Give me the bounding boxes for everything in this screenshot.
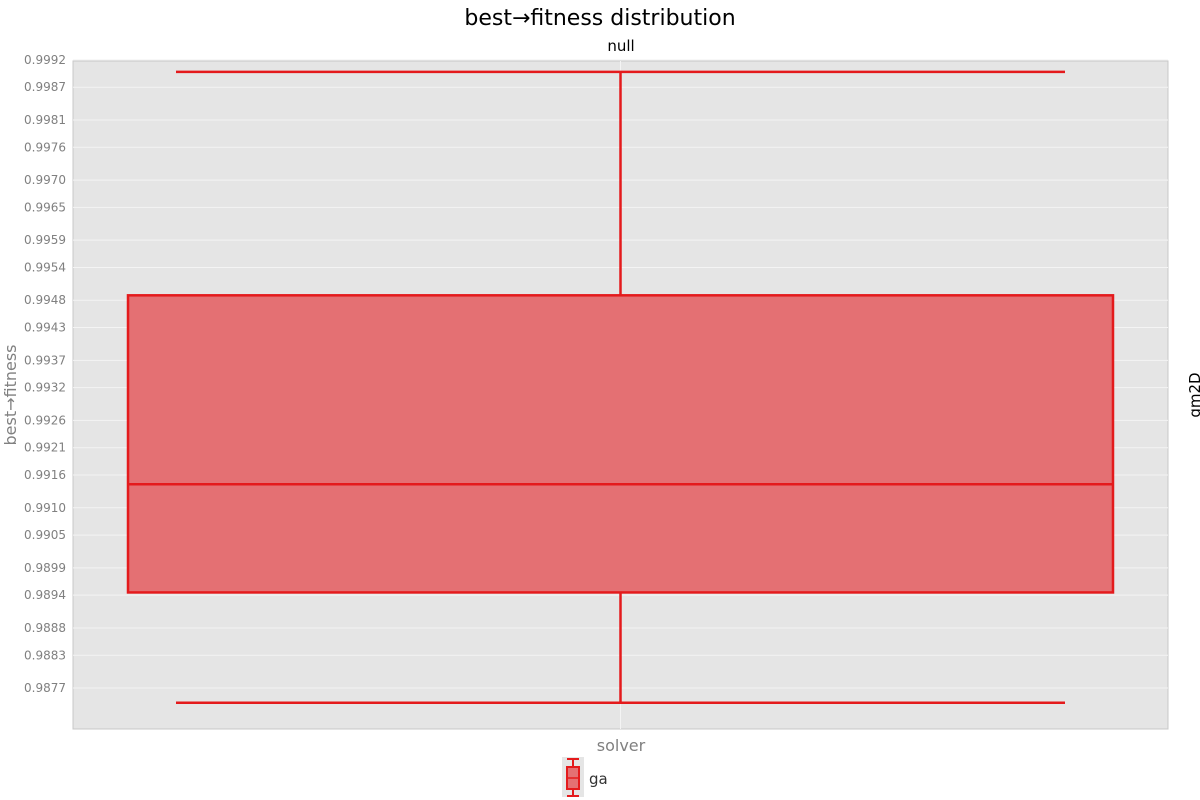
y-tick-label: 0.9888 bbox=[24, 621, 66, 635]
chart-title: best→fitness distribution bbox=[464, 6, 735, 31]
y-tick-label: 0.9937 bbox=[24, 353, 66, 367]
facet-top-label: null bbox=[607, 37, 634, 55]
y-tick-label: 0.9899 bbox=[24, 561, 66, 575]
box-plot bbox=[126, 70, 1115, 705]
y-tick-label: 0.9965 bbox=[24, 200, 66, 214]
y-tick-label: 0.9943 bbox=[24, 321, 66, 335]
y-tick-label: 0.9976 bbox=[24, 140, 66, 154]
y-tick-label: 0.9954 bbox=[24, 260, 66, 274]
y-tick-label: 0.9916 bbox=[24, 468, 66, 482]
box-iqr bbox=[126, 294, 1115, 594]
y-tick-label: 0.9921 bbox=[24, 441, 66, 455]
y-tick-label: 0.9992 bbox=[24, 53, 66, 67]
x-axis-label: solver bbox=[597, 736, 646, 755]
y-tick-label: 0.9959 bbox=[24, 233, 66, 247]
y-tick-label: 0.9932 bbox=[24, 381, 66, 395]
legend-label-ga: ga bbox=[589, 770, 608, 788]
y-tick-label: 0.9987 bbox=[24, 80, 66, 94]
y-tick-label: 0.9970 bbox=[24, 173, 66, 187]
y-tick-label: 0.9981 bbox=[24, 113, 66, 127]
y-tick-label: 0.9877 bbox=[24, 681, 66, 695]
legend[interactable]: ga bbox=[562, 757, 608, 797]
y-tick-label: 0.9948 bbox=[24, 293, 66, 307]
y-tick-label: 0.9905 bbox=[24, 528, 66, 542]
y-tick-label: 0.9926 bbox=[24, 413, 66, 427]
y-tick-label: 0.9894 bbox=[24, 588, 66, 602]
facet-right-label: gm2D bbox=[1186, 372, 1200, 417]
y-tick-label: 0.9910 bbox=[24, 501, 66, 515]
y-axis-ticks: 0.9877 0.9883 0.9888 0.9894 0.9899 0.9905 0.99… bbox=[24, 53, 66, 695]
y-axis-label: best→fitness bbox=[1, 344, 20, 445]
y-tick-label: 0.9883 bbox=[24, 648, 66, 662]
